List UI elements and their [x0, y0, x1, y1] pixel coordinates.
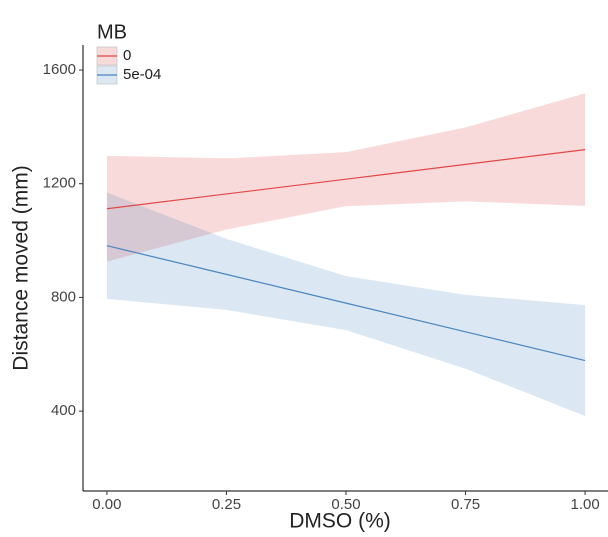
legend-title: MB — [97, 21, 127, 43]
x-tick-label: 0.00 — [92, 496, 121, 513]
x-tick-label: 0.50 — [331, 496, 360, 513]
legend-label: 5e-04 — [123, 66, 161, 83]
y-axis-title: Distance moved (mm) — [10, 165, 33, 370]
x-tick-label: 0.25 — [212, 496, 241, 513]
y-tick-label: 800 — [51, 288, 76, 305]
y-tick-label: 1600 — [43, 61, 76, 78]
x-tick-label: 0.75 — [451, 496, 480, 513]
confidence-band — [106, 192, 586, 416]
confidence-band — [106, 93, 586, 262]
y-tick-label: 400 — [51, 402, 76, 419]
line — [106, 245, 586, 362]
line — [106, 149, 586, 210]
x-tick-label: 1.00 — [570, 496, 599, 513]
y-tick-label: 1200 — [43, 175, 76, 192]
legend-label: 0 — [123, 47, 131, 64]
x-axis-title: DMSO (%) — [289, 510, 391, 533]
